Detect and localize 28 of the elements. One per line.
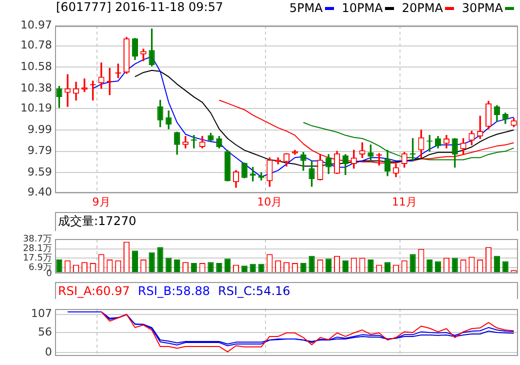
y-tick-label: 9.99 — [28, 122, 52, 136]
legend-label: 10PMA — [342, 1, 383, 15]
y-tick-label: 9.59 — [28, 165, 52, 178]
legend-label: 5PMA — [289, 1, 323, 15]
legend-label: 20PMA — [402, 1, 443, 15]
series-label: RSI_B:58.88 — [138, 284, 210, 298]
x-tick-label: 9月 — [92, 195, 110, 208]
y-tick-label: 10.78 — [20, 38, 52, 52]
y-tick-label: 0 — [45, 345, 52, 358]
y-tick-label: 17.5万 — [22, 253, 52, 264]
legend-label: 30PMA — [462, 1, 503, 15]
y-tick-label: 38.7万 — [22, 234, 52, 245]
text: 成交量:17270 — [58, 214, 136, 228]
y-tick-label: 9.79 — [28, 144, 52, 158]
text: RSI_C:54.16 — [218, 284, 290, 298]
y-tick-label: 56 — [38, 325, 52, 338]
chart-title: [601777] 2016-11-18 09:57 — [56, 0, 224, 14]
y-tick-label: 10.97 — [20, 18, 52, 32]
y-tick-label: 10.58 — [20, 60, 52, 73]
x-tick-label: 11月 — [392, 195, 417, 208]
y-tick-label: 10.19 — [20, 102, 52, 115]
y-tick-label: 10.38 — [20, 81, 52, 94]
y-tick-label: 107 — [31, 307, 52, 320]
y-tick-label: 28.1万 — [22, 244, 52, 254]
series-label: RSI_A:60.97 — [58, 284, 130, 298]
y-tick-label: 0 — [46, 268, 52, 279]
x-tick-label: 10月 — [257, 195, 282, 208]
y-tick-label: 9.40 — [28, 186, 52, 199]
